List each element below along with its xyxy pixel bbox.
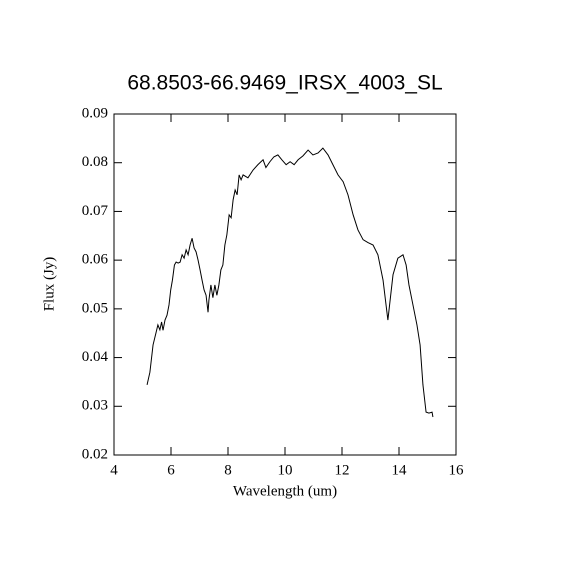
x-tick-label: 16 bbox=[449, 462, 465, 478]
x-tick-label: 10 bbox=[278, 462, 293, 478]
chart-title: 68.8503-66.9469_IRSX_4003_SL bbox=[127, 72, 442, 95]
y-tick-label: 0.03 bbox=[82, 398, 108, 414]
y-tick-label: 0.08 bbox=[82, 154, 108, 170]
x-tick-label: 12 bbox=[335, 462, 350, 478]
x-axis-label: Wavelength (um) bbox=[233, 483, 337, 499]
y-tick-label: 0.07 bbox=[82, 203, 109, 219]
y-tick-label: 0.06 bbox=[82, 252, 109, 268]
plot-frame bbox=[113, 113, 457, 456]
y-axis-label: Flux (Jy) bbox=[41, 257, 57, 312]
x-tick-label: 14 bbox=[392, 462, 408, 478]
spectrum-line bbox=[146, 147, 434, 418]
y-tick-label: 0.04 bbox=[82, 349, 109, 365]
x-tick-label: 6 bbox=[167, 462, 175, 478]
y-tick-label: 0.02 bbox=[82, 446, 108, 462]
y-tick-label: 0.05 bbox=[82, 300, 108, 316]
y-tick-label: 0.09 bbox=[82, 105, 108, 121]
x-tick-label: 8 bbox=[224, 462, 232, 478]
x-tick-label: 4 bbox=[110, 462, 118, 478]
